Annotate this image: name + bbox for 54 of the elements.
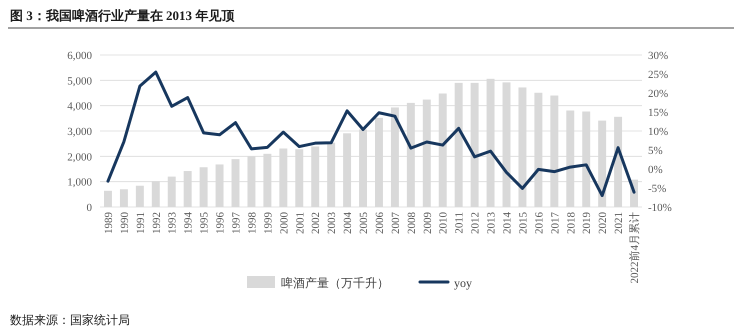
x-tick-label: 2002 [310,212,322,234]
x-tick-label: 1995 [198,212,211,234]
x-tick-label: 2013 [486,212,498,234]
x-tick-label: 2005 [358,212,370,234]
x-tick-label: 2003 [326,212,338,234]
y-tick-label: 0 [86,202,92,214]
y2-tick-label: -10% [648,202,672,214]
x-tick-label: 2020 [597,212,610,234]
x-tick-label: 2017 [549,212,562,234]
y-tick-label: 3,000 [67,126,92,138]
x-tick-label: 2001 [294,212,306,234]
x-tick-label: 2015 [517,212,530,234]
legend-label: yoy [454,276,472,290]
x-tick-label: 1999 [262,212,274,234]
legend-label: 啤酒产量（万千升） [281,276,389,290]
x-tick-label: 1996 [214,212,227,234]
x-tick-label: 2008 [406,212,418,234]
y-tick-label: 1,000 [67,176,92,189]
y2-tick-label: 20% [648,88,668,100]
x-tick-label: 2018 [565,212,578,234]
chart-title: 图 3：我国啤酒行业产量在 2013 年见顶 [10,8,236,23]
x-tick-label: 1998 [246,212,258,234]
x-tick-label: 2007 [390,212,402,234]
x-tick-label: 1989 [102,212,115,234]
x-tick-label: 2022前4月累计 [628,212,642,284]
x-tick-label: 2010 [438,212,450,234]
y2-tick-label: 30% [648,50,668,62]
x-tick-label: 1992 [150,212,163,234]
x-tick-label: 2009 [422,212,434,234]
x-tick-label: 2006 [374,212,386,234]
x-tick-label: 2014 [502,212,514,234]
x-tick-label: 2012 [470,212,482,234]
x-tick-label: 1991 [134,212,147,234]
y-tick-label: 4,000 [67,100,92,113]
y2-tick-label: 5% [648,145,663,157]
x-tick-label: 1993 [166,212,179,234]
source-note: 数据来源：国家统计局 [10,313,130,327]
x-tick-label: 1997 [230,212,242,234]
y2-tick-label: 15% [648,107,668,119]
x-tick-label: 2004 [342,212,354,234]
x-tick-label: 2011 [454,212,466,234]
x-tick-label: 1994 [182,212,195,234]
x-tick-label: 2016 [533,212,546,234]
x-tick-label: 2021 [613,212,626,234]
x-tick-label: 2019 [581,212,594,234]
y-tick-label: 6,000 [67,50,92,62]
y2-tick-label: -5% [648,183,666,195]
y2-tick-label: 10% [648,126,668,138]
y2-tick-label: 25% [648,69,668,81]
x-tick-label: 1990 [118,212,131,234]
y-tick-label: 2,000 [67,151,92,164]
x-tick-label: 2000 [278,212,290,234]
y2-tick-label: 0% [648,164,663,176]
y-tick-label: 5,000 [67,75,92,88]
